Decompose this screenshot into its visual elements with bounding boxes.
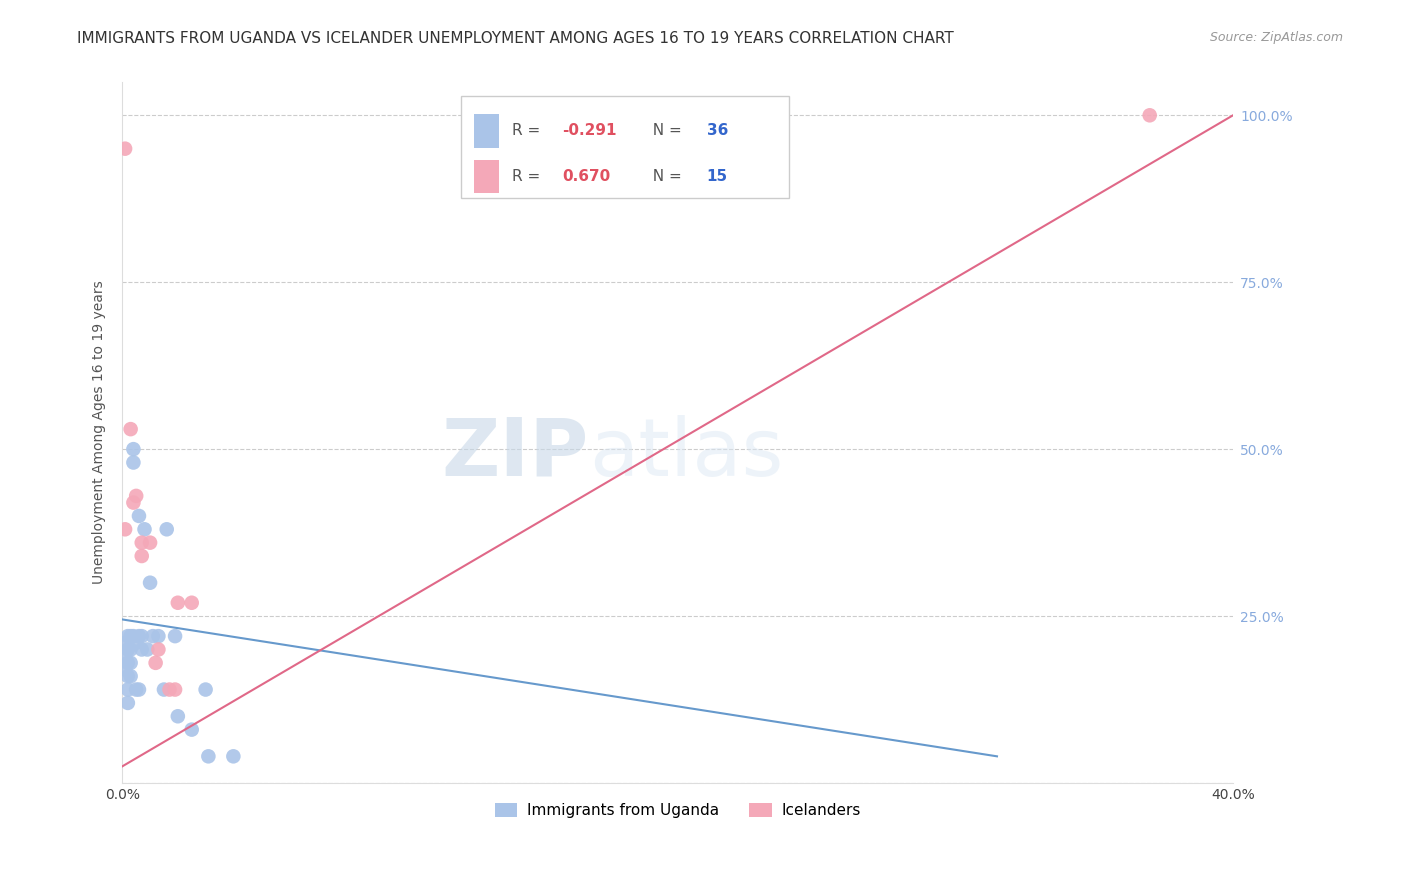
Point [122,495,145,509]
Point [197,749,219,764]
Point [145,656,167,670]
Point [134,522,156,536]
Point [180,723,202,737]
Point [1139,108,1161,122]
Point [117,696,139,710]
Text: N =: N = [643,123,688,138]
Point [159,682,181,697]
Point [180,596,202,610]
Point [131,642,153,657]
Point [114,649,136,664]
Point [117,629,139,643]
Point [128,682,150,697]
Text: N =: N = [643,169,688,184]
Bar [474,160,499,194]
Point [136,642,159,657]
Text: 0.670: 0.670 [562,169,610,184]
Point [125,489,148,503]
Point [165,629,187,643]
Y-axis label: Unemployment Among Ages 16 to 19 years: Unemployment Among Ages 16 to 19 years [93,281,107,584]
Text: R =: R = [512,123,546,138]
Point [117,642,139,657]
Text: 36: 36 [707,123,728,138]
Point [156,522,179,536]
Point [120,656,142,670]
Point [131,535,153,549]
Point [222,749,245,764]
Text: 15: 15 [707,169,728,184]
FancyBboxPatch shape [461,96,789,198]
Point [114,522,136,536]
Point [131,549,153,563]
Text: Source: ZipAtlas.com: Source: ZipAtlas.com [1209,31,1343,45]
Point [122,442,145,457]
Point [128,629,150,643]
Point [153,682,176,697]
Point [194,682,217,697]
Point [148,629,170,643]
Point [139,535,162,549]
Point [122,629,145,643]
Legend: Immigrants from Uganda, Icelanders: Immigrants from Uganda, Icelanders [488,797,868,824]
Bar [474,114,499,148]
Point [148,642,170,657]
Point [117,656,139,670]
Text: ZIP: ZIP [441,415,589,492]
Point [165,682,187,697]
Point [120,629,142,643]
Text: atlas: atlas [589,415,783,492]
Point [142,629,165,643]
Point [166,596,188,610]
Point [120,422,142,436]
Point [117,682,139,697]
Point [120,642,142,657]
Point [139,575,162,590]
Point [117,669,139,683]
Text: R =: R = [512,169,546,184]
Point [114,636,136,650]
Point [122,456,145,470]
Point [166,709,188,723]
Point [114,142,136,156]
Point [120,669,142,683]
Text: IMMIGRANTS FROM UGANDA VS ICELANDER UNEMPLOYMENT AMONG AGES 16 TO 19 YEARS CORRE: IMMIGRANTS FROM UGANDA VS ICELANDER UNEM… [77,31,955,46]
Point [114,663,136,677]
Point [128,508,150,523]
Point [125,636,148,650]
Point [131,629,153,643]
Point [125,682,148,697]
Text: -0.291: -0.291 [562,123,617,138]
